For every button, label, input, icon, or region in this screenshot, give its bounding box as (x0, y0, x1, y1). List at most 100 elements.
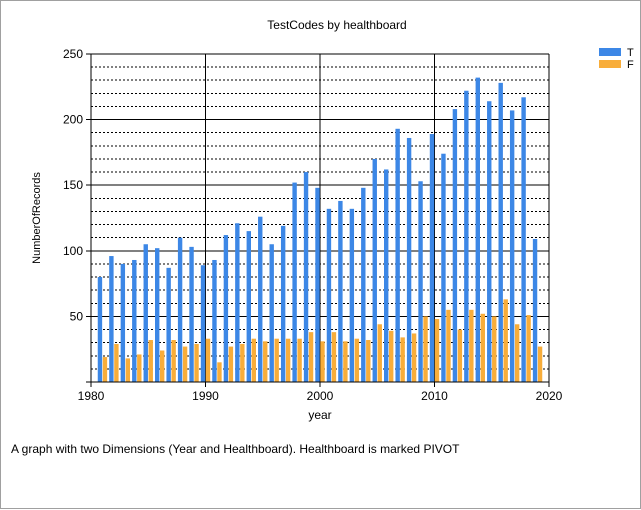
bar-T-2003 (349, 208, 355, 382)
bar-T-2006 (384, 169, 389, 382)
bar-T-2016 (498, 82, 503, 382)
x-tick-label: 1980 (78, 389, 105, 403)
bar-F-1981 (102, 357, 108, 382)
bar-T-1982 (109, 256, 114, 382)
bar-F-2010 (434, 319, 440, 382)
bar-T-2014 (475, 77, 480, 382)
bar-T-1984 (132, 259, 137, 382)
bar-F-2012 (457, 329, 463, 382)
bar-T-1988 (177, 237, 183, 382)
bar-F-1990 (205, 338, 211, 382)
bar-T-1987 (166, 267, 171, 382)
legend: TF (599, 47, 634, 71)
y-tick-label: 200 (63, 113, 83, 127)
bar-F-2006 (389, 330, 394, 382)
bar-F-1984 (137, 354, 142, 382)
bar-F-1994 (251, 338, 256, 382)
bar-T-2018 (521, 97, 526, 383)
legend-swatch-F (599, 60, 621, 68)
bar-T-1996 (269, 244, 274, 382)
bar-F-1993 (240, 343, 245, 382)
bar-F-1988 (182, 346, 188, 382)
bar-T-2001 (326, 208, 332, 382)
bar-F-2004 (366, 340, 371, 382)
bar-T-2002 (338, 200, 343, 382)
y-axis-label: NumberOfRecords (31, 172, 43, 264)
bar-F-1992 (228, 346, 234, 382)
bar-F-2007 (400, 337, 405, 382)
bar-T-1994 (246, 231, 251, 382)
legend-label-F: F (627, 59, 634, 71)
bar-F-2002 (343, 341, 348, 382)
bar-F-2019 (537, 346, 543, 382)
bar-F-1991 (217, 362, 222, 382)
bar-F-2001 (331, 332, 337, 382)
bar-F-1996 (274, 338, 279, 382)
bar-F-1986 (160, 350, 165, 382)
bar-T-1997 (280, 225, 286, 382)
bar-T-2004 (361, 187, 366, 382)
bar-T-2015 (487, 101, 492, 383)
legend-label-T: T (627, 47, 634, 59)
bar-T-2011 (441, 153, 446, 382)
x-tick-label: 2010 (421, 389, 448, 403)
bar-T-1989 (189, 246, 194, 382)
bar-T-2017 (509, 110, 515, 382)
bar-F-1982 (114, 343, 119, 382)
bar-F-2017 (514, 324, 520, 382)
bar-T-2005 (372, 158, 377, 382)
bar-T-1983 (120, 263, 126, 382)
bar-T-2000 (315, 187, 320, 382)
bar-T-1981 (97, 277, 103, 382)
bar-T-2008 (406, 137, 412, 382)
bar-T-2007 (395, 128, 400, 382)
bar-F-1998 (297, 338, 302, 382)
bar-T-2013 (464, 90, 469, 383)
bar-T-2019 (532, 238, 538, 382)
bar-F-2013 (469, 309, 474, 382)
bar-F-1985 (148, 340, 153, 382)
bar-T-1986 (155, 248, 160, 382)
y-tick-label: 150 (63, 178, 83, 192)
bar-T-1992 (223, 235, 229, 382)
grid (90, 53, 550, 382)
bar-F-2003 (354, 338, 360, 382)
legend-swatch-T (599, 48, 621, 56)
bar-F-1987 (171, 340, 176, 382)
x-tick-label: 1990 (192, 389, 219, 403)
bar-F-2005 (377, 324, 382, 382)
bar-F-1999 (308, 332, 314, 382)
y-tick-label: 50 (70, 309, 84, 323)
bar-F-2016 (503, 299, 508, 382)
bar-T-2012 (452, 109, 458, 382)
bar-F-2014 (480, 313, 485, 382)
bar-T-1999 (303, 172, 309, 382)
bar-F-2008 (411, 333, 417, 382)
x-axis-label: year (308, 408, 331, 422)
bar-F-2011 (446, 309, 451, 382)
bar-F-1983 (125, 358, 131, 382)
bar-T-2009 (418, 181, 423, 382)
bar-T-2010 (429, 134, 435, 382)
bar-T-1993 (235, 223, 240, 382)
bar-T-1990 (200, 265, 206, 382)
x-tick-label: 2000 (307, 389, 334, 403)
bar-T-1995 (258, 216, 263, 382)
bars (97, 77, 543, 383)
bar-F-2018 (526, 315, 531, 382)
y-tick-label: 100 (63, 244, 83, 258)
bar-F-2009 (423, 316, 428, 382)
y-tick-label: 250 (63, 47, 83, 61)
axes: 50 100 150 200 250 1980 1990 2000 2010 2020 (63, 47, 563, 403)
chart-title: TestCodes by healthboard (267, 18, 406, 32)
bar-T-1991 (212, 259, 217, 382)
bar-F-2000 (320, 341, 325, 382)
bar-F-2015 (492, 316, 497, 382)
bar-F-1997 (285, 338, 291, 382)
x-tick-label: 2020 (536, 389, 563, 403)
bar-F-1989 (194, 343, 199, 382)
bar-F-1995 (263, 341, 268, 382)
bar-T-1985 (143, 244, 148, 382)
